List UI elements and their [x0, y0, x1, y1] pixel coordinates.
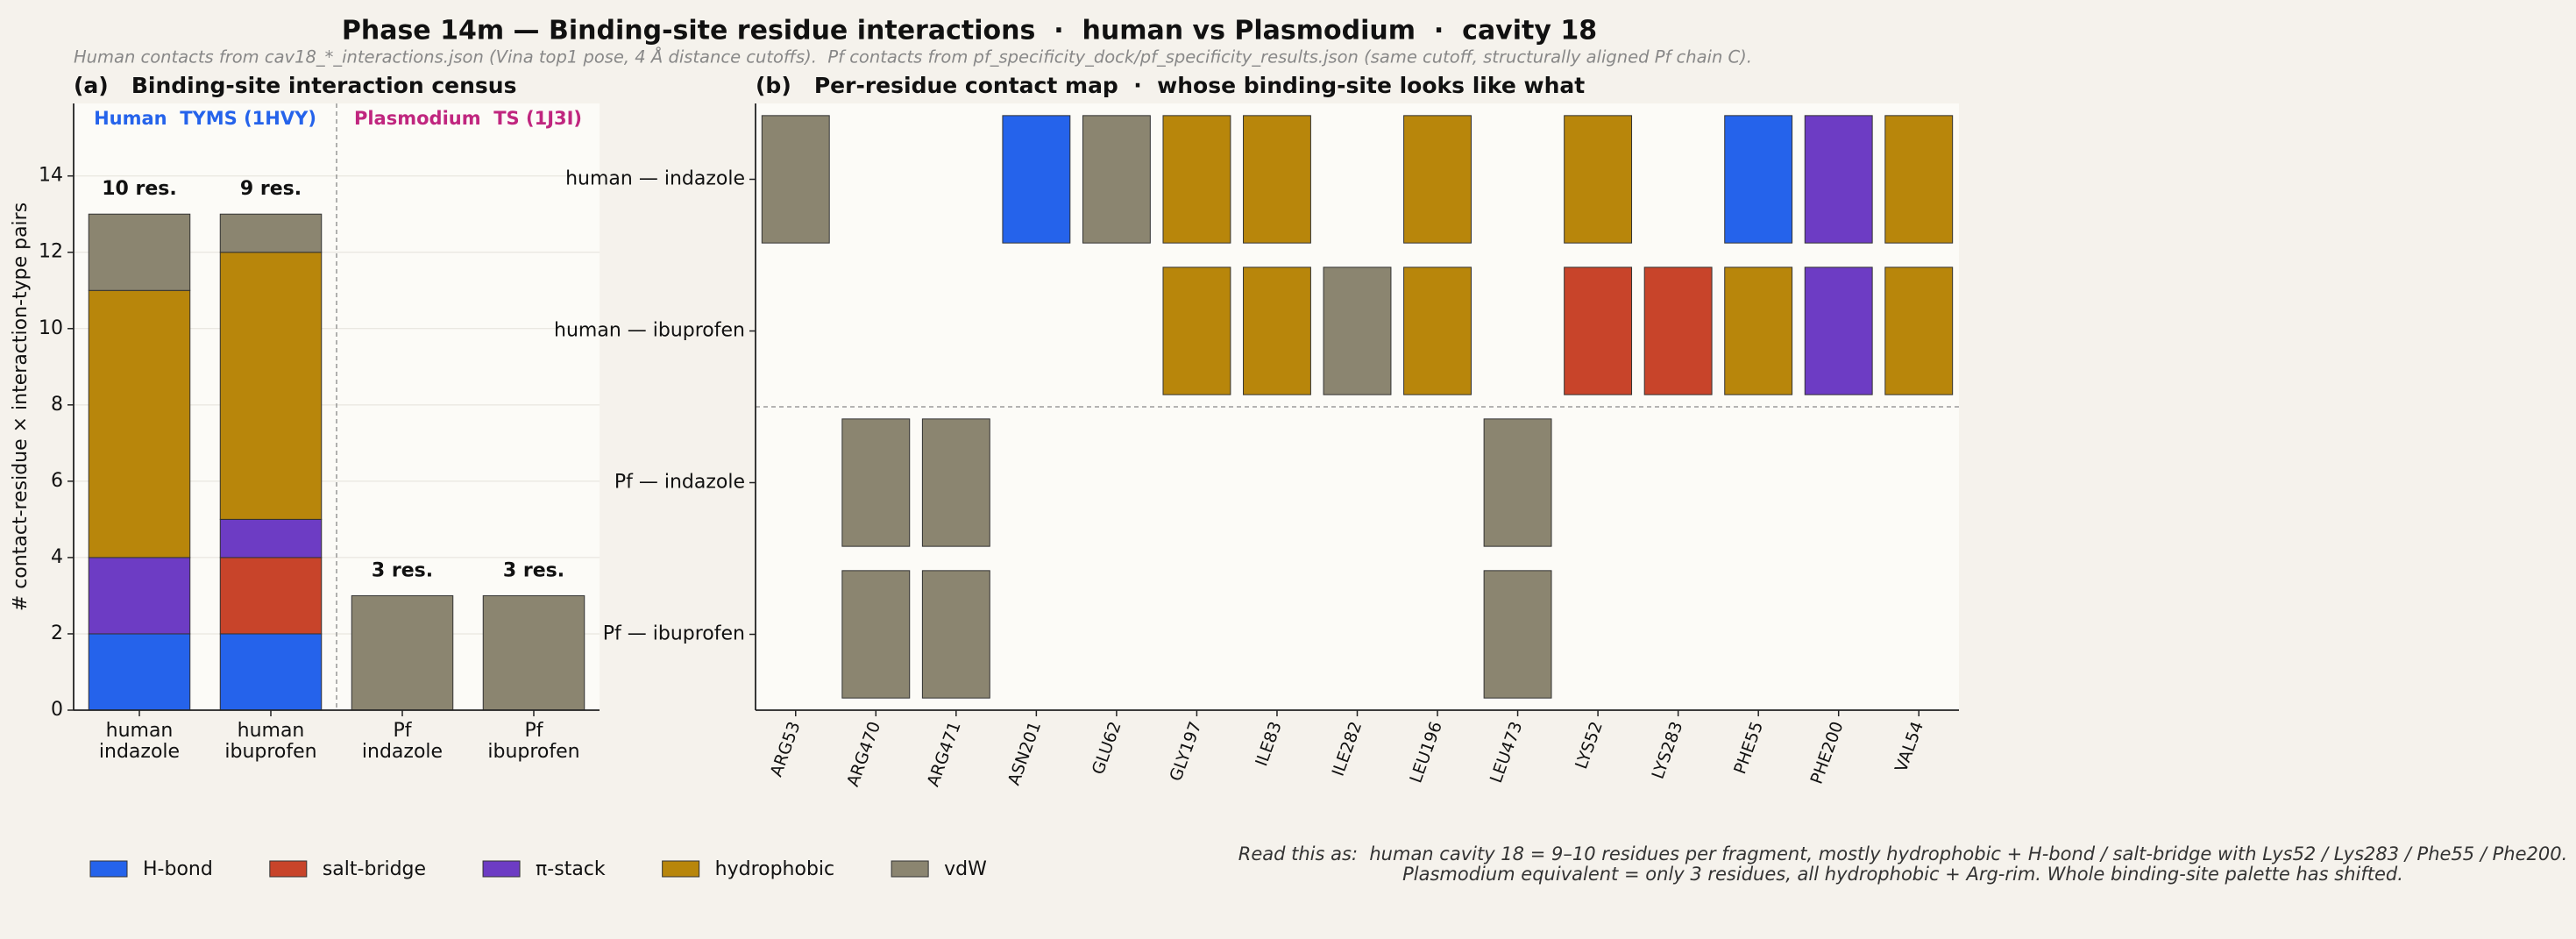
- bar-segment: [482, 594, 585, 711]
- legend-label: salt-bridge: [323, 858, 426, 880]
- legend-label: hydrophobic: [715, 858, 835, 880]
- x-tick-label: ibuprofen: [224, 741, 316, 763]
- group-label: Human TYMS (1HVY): [94, 108, 316, 129]
- contact-cell: [1323, 267, 1392, 395]
- bar-annotation: 3 res.: [503, 559, 564, 581]
- y-tick-label: 2: [51, 622, 63, 644]
- contact-cell: [1403, 267, 1472, 395]
- contact-cell: [1483, 418, 1552, 547]
- contact-cell: [1804, 115, 1873, 244]
- contact-cell: [1162, 267, 1231, 395]
- bar-segment: [219, 557, 323, 635]
- bar-annotation: 3 res.: [372, 559, 433, 581]
- bar-segment: [351, 594, 454, 711]
- contact-cell: [921, 418, 990, 547]
- bar-segment: [219, 633, 323, 711]
- x-tick-label: indazole: [99, 741, 180, 763]
- x-tick-label: Pf: [393, 720, 412, 742]
- row-label: Pf — indazole: [614, 472, 745, 494]
- note-line: Read this as: human cavity 18 = 9–10 res…: [1238, 843, 2568, 864]
- y-tick-label: 0: [51, 699, 63, 721]
- contact-cell: [841, 418, 911, 547]
- bar-segment: [88, 289, 191, 558]
- x-tick-label: human: [238, 720, 305, 742]
- row-label: human — ibuprofen: [554, 320, 745, 342]
- bar-segment: [88, 557, 191, 635]
- contact-cell: [1243, 267, 1311, 395]
- contact-cell: [1884, 115, 1954, 244]
- x-tick-label: Pf: [524, 720, 543, 742]
- legend-swatch: [662, 860, 700, 878]
- y-tick-label: 10: [39, 317, 63, 339]
- contact-cell: [921, 570, 990, 699]
- legend-swatch: [482, 860, 521, 878]
- bar-segment: [88, 213, 191, 291]
- bar-segment: [219, 518, 323, 558]
- x-tick-label: ibuprofen: [487, 741, 579, 763]
- y-tick-label: 14: [39, 165, 63, 187]
- contact-cell: [1643, 267, 1713, 395]
- legend-label: π-stack: [536, 858, 606, 880]
- bar-annotation: 9 res.: [240, 178, 302, 200]
- contact-cell: [1724, 115, 1793, 244]
- bar-segment: [219, 213, 323, 253]
- x-tick-label: human: [106, 720, 174, 742]
- contact-cell: [1884, 267, 1954, 395]
- bar-annotation: 10 res.: [102, 178, 177, 200]
- legend-swatch: [269, 860, 308, 878]
- contact-cell: [841, 570, 911, 699]
- contact-cell: [1082, 115, 1151, 244]
- contact-cell: [1403, 115, 1472, 244]
- figure-title: Phase 14m — Binding-site residue interac…: [342, 16, 1597, 46]
- contact-cell: [1002, 115, 1071, 244]
- legend-label: H-bond: [143, 858, 213, 880]
- contact-cell: [1804, 267, 1873, 395]
- contact-cell: [761, 115, 830, 244]
- group-label: Plasmodium TS (1J3I): [354, 108, 582, 129]
- bar-segment: [88, 633, 191, 711]
- panel-title: (b) Per-residue contact map · whose bind…: [756, 73, 1585, 98]
- y-axis-label: # contact-residue × interaction-type pai…: [10, 203, 32, 611]
- legend-swatch: [891, 860, 929, 878]
- contact-cell: [1564, 115, 1633, 244]
- bar-segment: [219, 252, 323, 520]
- figure-subtitle: Human contacts from cav18_*_interactions…: [74, 47, 1752, 68]
- contact-cell: [1564, 267, 1633, 395]
- panel-title: (a) Binding-site interaction census: [74, 73, 516, 98]
- y-tick-label: 12: [39, 241, 63, 263]
- contact-cell: [1162, 115, 1231, 244]
- note-line: Plasmodium equivalent = only 3 residues,…: [1402, 864, 2403, 885]
- contact-cell: [1243, 115, 1311, 244]
- contact-cell: [1483, 570, 1552, 699]
- legend-label: vdW: [944, 858, 987, 880]
- y-tick-label: 4: [51, 546, 63, 568]
- row-label: Pf — ibuprofen: [603, 623, 745, 645]
- y-tick-label: 6: [51, 470, 63, 492]
- contact-cell: [1724, 267, 1793, 395]
- y-tick-label: 8: [51, 394, 63, 416]
- row-label: human — indazole: [565, 168, 745, 190]
- x-tick-label: indazole: [362, 741, 443, 763]
- legend-swatch: [89, 860, 128, 878]
